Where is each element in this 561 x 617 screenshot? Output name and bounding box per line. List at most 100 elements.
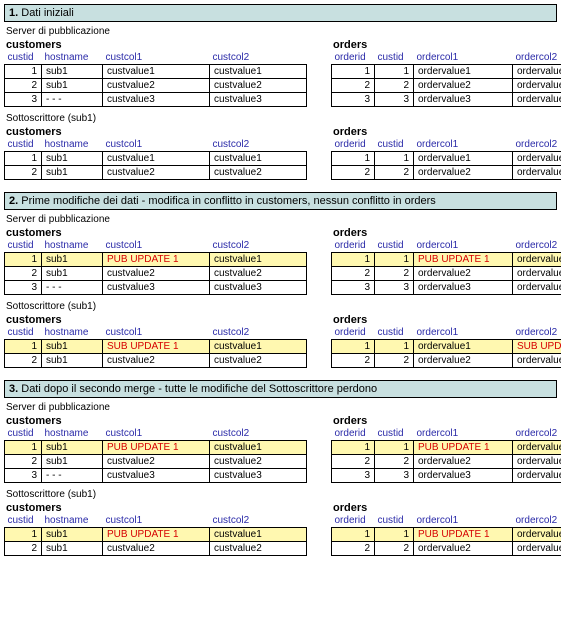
table-cell: ordervalue1 <box>513 65 561 79</box>
column-header: hostname <box>42 138 103 152</box>
table-cell: 2 <box>332 79 375 93</box>
table-cell: sub1 <box>42 441 103 455</box>
table-cell: custvalue1 <box>103 65 210 79</box>
table-cell: sub1 <box>42 65 103 79</box>
table-cell: 3 <box>5 93 42 107</box>
table-cell: ordervalue1 <box>414 65 513 79</box>
table-cell: PUB UPDATE 1 <box>103 441 210 455</box>
table-cell: custvalue3 <box>103 281 210 295</box>
table-orders: ordersorderidcustidordercol1ordercol211o… <box>331 313 561 368</box>
data-table: custidhostnamecustcol1custcol21sub1PUB U… <box>4 427 307 483</box>
table-cell: custvalue3 <box>103 469 210 483</box>
table-cell: 2 <box>5 354 42 368</box>
column-header: orderid <box>332 427 375 441</box>
table-cell: custvalue2 <box>103 79 210 93</box>
column-header: hostname <box>42 427 103 441</box>
table-row: 3- - -custvalue3custvalue3 <box>5 281 307 295</box>
table-cell: ordervalue2 <box>513 354 561 368</box>
table-title: customers <box>6 415 307 427</box>
column-header: hostname <box>42 326 103 340</box>
table-row: 1sub1PUB UPDATE 1custvalue1 <box>5 441 307 455</box>
table-cell: 2 <box>332 455 375 469</box>
table-row: 1sub1PUB UPDATE 1custvalue1 <box>5 253 307 267</box>
table-cell: custvalue3 <box>210 93 307 107</box>
column-header: ordercol1 <box>414 239 513 253</box>
table-title: orders <box>333 314 561 326</box>
table-row: 2sub1custvalue2custvalue2 <box>5 542 307 556</box>
table-cell: 1 <box>375 152 414 166</box>
table-cell: ordervalue2 <box>414 542 513 556</box>
two-column-row: customerscustidhostnamecustcol1custcol21… <box>4 501 557 556</box>
table-cell: - - - <box>42 469 103 483</box>
table-cell: 1 <box>5 528 42 542</box>
column-header: custid <box>5 239 42 253</box>
column-header: ordercol2 <box>513 239 561 253</box>
table-cell: sub1 <box>42 354 103 368</box>
table-title: orders <box>333 227 561 239</box>
table-cell: ordervalue2 <box>414 79 513 93</box>
table-row: 1sub1SUB UPDATE 1custvalue1 <box>5 340 307 354</box>
table-cell: 1 <box>375 441 414 455</box>
table-cell: custvalue2 <box>103 455 210 469</box>
table-cell: 2 <box>5 455 42 469</box>
table-cell: ordervalue3 <box>513 281 561 295</box>
table-cell: custvalue1 <box>210 253 307 267</box>
table-cell: ordervalue2 <box>513 542 561 556</box>
section-header: 3. Dati dopo il secondo merge - tutte le… <box>4 380 557 398</box>
table-row: 33ordervalue3ordervalue3 <box>332 469 561 483</box>
table-cell: 3 <box>5 281 42 295</box>
section-number: 3. <box>9 383 18 395</box>
table-header-row: orderidcustidordercol1ordercol2 <box>332 239 561 253</box>
table-cell: 3 <box>375 469 414 483</box>
block-label: Sottoscrittore (sub1) <box>6 489 557 500</box>
table-row: 2sub1custvalue2custvalue2 <box>5 166 307 180</box>
table-cell: PUB UPDATE 1 <box>414 441 513 455</box>
table-cell: ordervalue2 <box>513 455 561 469</box>
column-header: ordercol1 <box>414 326 513 340</box>
table-row: 22ordervalue2ordervalue2 <box>332 542 561 556</box>
two-column-row: customerscustidhostnamecustcol1custcol21… <box>4 414 557 483</box>
table-cell: 1 <box>5 65 42 79</box>
table-header-row: custidhostnamecustcol1custcol2 <box>5 239 307 253</box>
section-number: 2. <box>9 195 18 207</box>
data-table: orderidcustidordercol1ordercol211PUB UPD… <box>331 239 561 295</box>
table-cell: PUB UPDATE 1 <box>414 528 513 542</box>
table-cell: 1 <box>332 528 375 542</box>
table-cell: 1 <box>375 340 414 354</box>
table-row: 11PUB UPDATE 1ordervalue1 <box>332 253 561 267</box>
table-cell: custvalue3 <box>210 469 307 483</box>
table-cell: 2 <box>332 354 375 368</box>
table-cell: ordervalue2 <box>513 267 561 281</box>
table-cell: custvalue1 <box>210 441 307 455</box>
table-title: customers <box>6 314 307 326</box>
table-cell: custvalue3 <box>210 281 307 295</box>
table-customers: customerscustidhostnamecustcol1custcol21… <box>4 125 307 180</box>
table-customers: customerscustidhostnamecustcol1custcol21… <box>4 501 307 556</box>
table-cell: ordervalue1 <box>513 152 561 166</box>
table-row: 22ordervalue2ordervalue2 <box>332 166 561 180</box>
block-label: Server di pubblicazione <box>6 402 557 413</box>
table-row: 3- - -custvalue3custvalue3 <box>5 469 307 483</box>
table-cell: ordervalue1 <box>513 441 561 455</box>
column-header: custid <box>375 239 414 253</box>
table-row: 11ordervalue1ordervalue1 <box>332 152 561 166</box>
table-cell: ordervalue2 <box>513 79 561 93</box>
table-cell: 2 <box>375 79 414 93</box>
table-cell: 3 <box>332 281 375 295</box>
column-header: custcol1 <box>103 51 210 65</box>
table-cell: ordervalue2 <box>414 267 513 281</box>
column-header: custcol1 <box>103 138 210 152</box>
table-cell: 3 <box>375 93 414 107</box>
column-header: ordercol2 <box>513 51 561 65</box>
data-table: orderidcustidordercol1ordercol211PUB UPD… <box>331 514 561 556</box>
column-header: orderid <box>332 138 375 152</box>
data-table: orderidcustidordercol1ordercol211orderva… <box>331 51 561 107</box>
table-cell: 2 <box>332 267 375 281</box>
table-header-row: orderidcustidordercol1ordercol2 <box>332 51 561 65</box>
table-header-row: custidhostnamecustcol1custcol2 <box>5 427 307 441</box>
section-header: 2. Prime modifiche dei dati - modifica i… <box>4 192 557 210</box>
column-header: ordercol1 <box>414 514 513 528</box>
table-cell: ordervalue1 <box>513 528 561 542</box>
column-header: custid <box>5 51 42 65</box>
table-row: 22ordervalue2ordervalue2 <box>332 455 561 469</box>
